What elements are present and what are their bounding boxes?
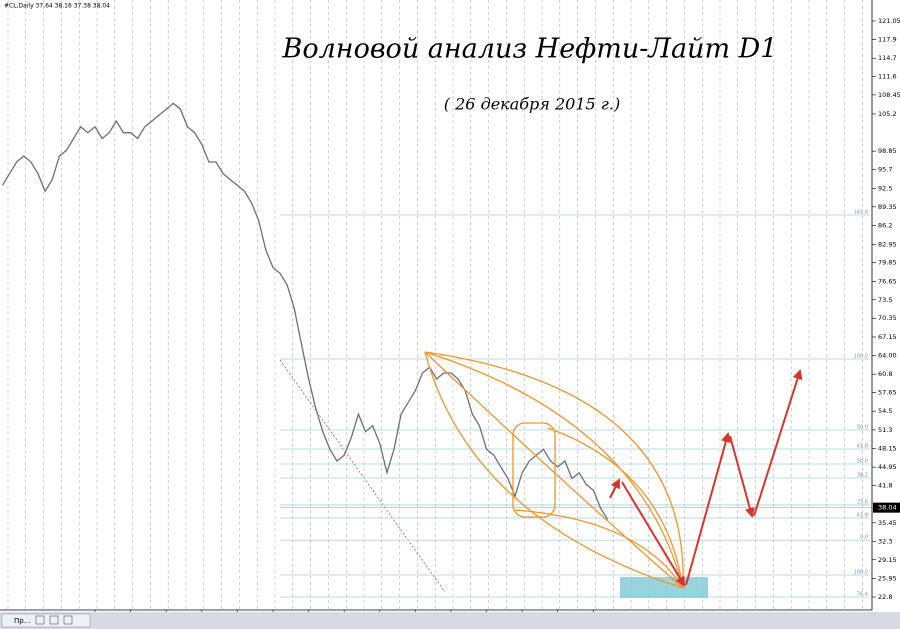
y-tick-label: 79.85 [878,259,897,267]
arrow [609,478,620,499]
y-tick-label: 51.3 [878,426,892,434]
y-tick-label: 41.8 [878,482,892,490]
last-price-box [873,502,900,513]
chart-subtitle: ( 26 декабря 2015 г.) [444,95,620,114]
arc [547,427,684,589]
box [512,422,556,518]
level-label: 23.6 [857,499,868,505]
y-tick-label: 108.45 [878,91,900,99]
arc [515,509,684,589]
price-line [1,102,609,520]
y-tick-label: 67.15 [878,333,897,341]
level-label: 100.0 [854,353,868,359]
level-label: 61.8 [857,513,868,519]
y-tick-label: 82.95 [878,240,897,248]
projection [609,369,803,587]
y-tick-label: 70.35 [878,314,897,322]
y-tick-label: 29.15 [878,556,897,564]
y-tick-label: 105.2 [878,110,897,118]
maximize-button[interactable] [49,615,59,625]
taskbar-tab-label: Пр... [14,617,30,625]
level-label: 161.8 [854,209,868,215]
y-tick-label: 86.2 [878,221,892,229]
y-tick-label: 92.5 [878,184,892,192]
arrow [621,481,686,587]
arc [424,351,684,589]
chart-title: Волновой анализ Нефти-Лайт D1 [282,34,778,65]
arc [424,351,684,589]
y-tick-label: 57.65 [878,389,897,397]
y-tick-label: 111.6 [878,72,897,80]
y-tick-label: 95.7 [878,166,892,174]
y-tick-label: 114.7 [878,54,897,62]
target-zone [620,577,708,598]
arrow [729,435,755,518]
restore-button[interactable] [35,615,45,625]
y-tick-label: 60.8 [878,370,892,378]
taskbar [0,612,900,629]
arc [424,351,684,589]
y-tick-label: 35.45 [878,519,897,527]
y-tick-label: 117.9 [878,35,897,43]
fib-levels: 161.8 100.0 50.0 61.8 50.0 38.2 23.6 61.8 0.0 100… [280,209,870,598]
arrow [685,432,731,586]
y-tick-label: 54.5 [878,407,892,415]
arrow [753,369,803,517]
level-label: 38.2 [857,472,868,478]
y-tick-label: 98.85 [878,147,897,155]
arc [424,351,684,589]
trend-line [279,359,446,593]
y-tick-label: 25.95 [878,575,897,583]
symbol-header: #CL,Daily 37.64 38.16 37.38 38.04 [4,3,110,10]
y-tick-label: 44.95 [878,463,897,471]
level-label: 50.0 [857,425,868,431]
y-tick-label: 89.35 [878,203,897,211]
level-label: 100.0 [854,570,868,576]
close-button[interactable] [63,615,73,625]
level-label: 0.0 [860,535,868,541]
level-label: 61.8 [857,443,868,449]
y-tick-label: 32.3 [878,537,892,545]
y-tick-label: 121.05 [878,17,900,25]
level-label: 76.4 [857,592,868,598]
wave-arcs [424,351,684,589]
y-tick-label: 48.15 [878,444,897,452]
level-label: 50.0 [857,458,868,464]
y-tick-label: 73.5 [878,296,892,304]
plot [1,102,872,520]
last-price-label: 38.04 [878,504,897,512]
y-tick-label: 22.8 [878,593,892,601]
y-tick-label: 64.00 [878,351,897,359]
y-tick-label: 76.65 [878,277,897,285]
